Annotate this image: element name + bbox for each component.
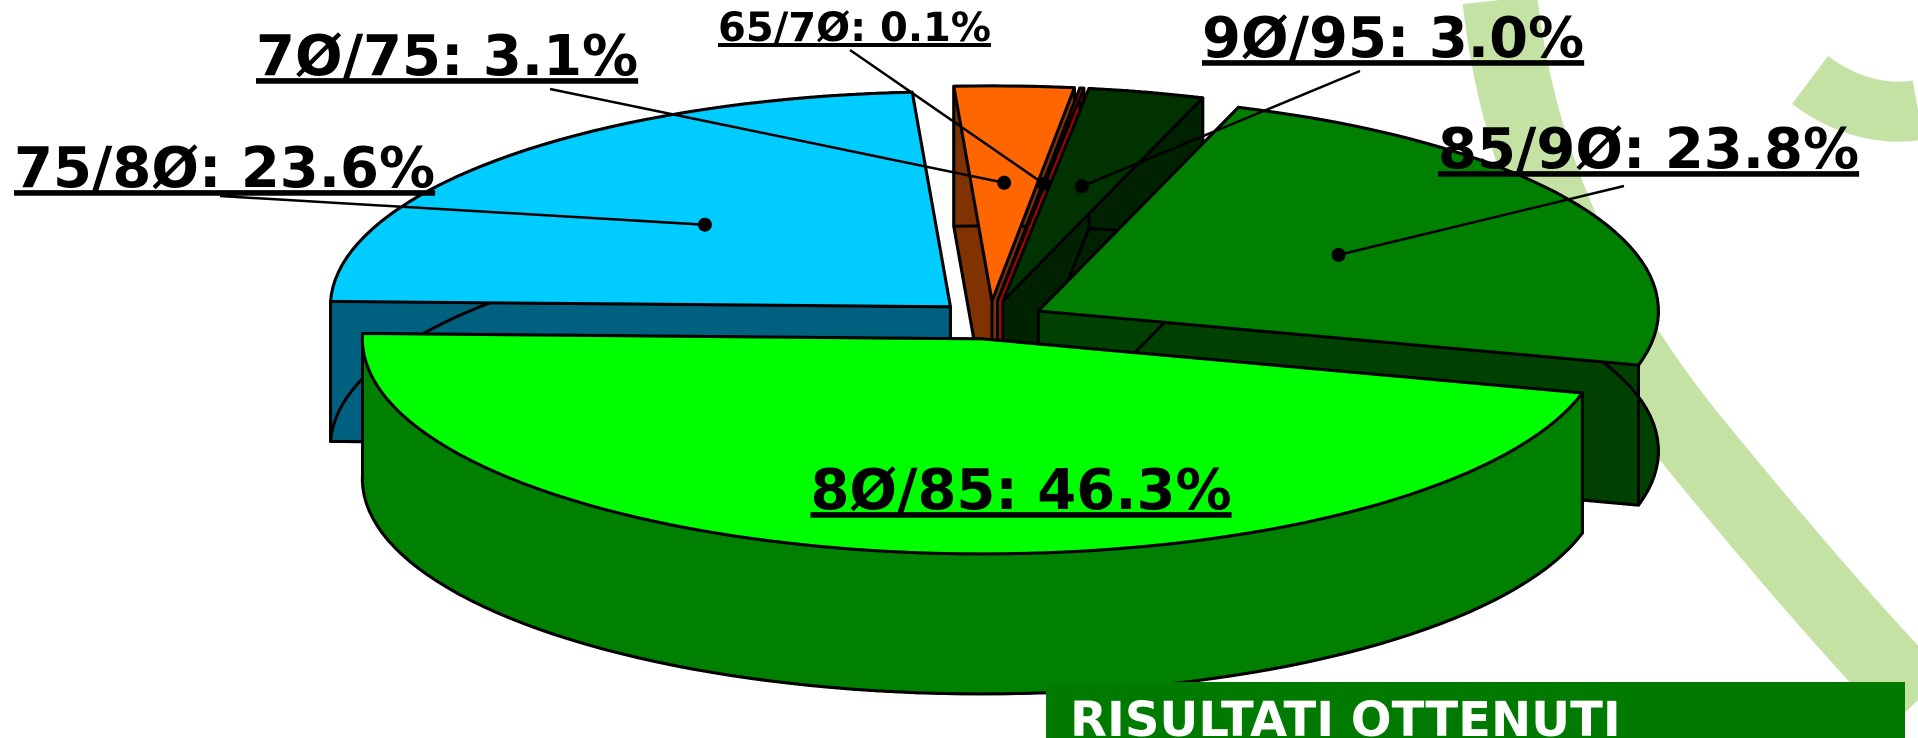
leader-dot xyxy=(1332,248,1346,262)
data-label: 8Ø/85: 46.3% xyxy=(810,458,1231,523)
data-label: 65/7Ø: 0.1% xyxy=(718,5,991,51)
data-label: 9Ø/95: 3.0% xyxy=(1202,6,1584,71)
data-label: 75/8Ø: 23.6% xyxy=(14,136,435,201)
leader-dot xyxy=(1075,179,1089,193)
background-swoosh xyxy=(1810,80,1918,112)
leader-dot xyxy=(698,218,712,232)
chart: 65/7Ø: 0.1% 7Ø/75: 3.1% 75/8Ø: 23.6% 8Ø/85:… xyxy=(0,0,1918,738)
data-label: 85/9Ø: 23.8% xyxy=(1438,117,1859,182)
leader-dot xyxy=(997,176,1011,190)
leader-dot xyxy=(1037,177,1051,191)
data-label: 7Ø/75: 3.1% xyxy=(256,24,638,89)
banner-text: RISULTATI OTTENUTI xyxy=(1070,692,1621,738)
